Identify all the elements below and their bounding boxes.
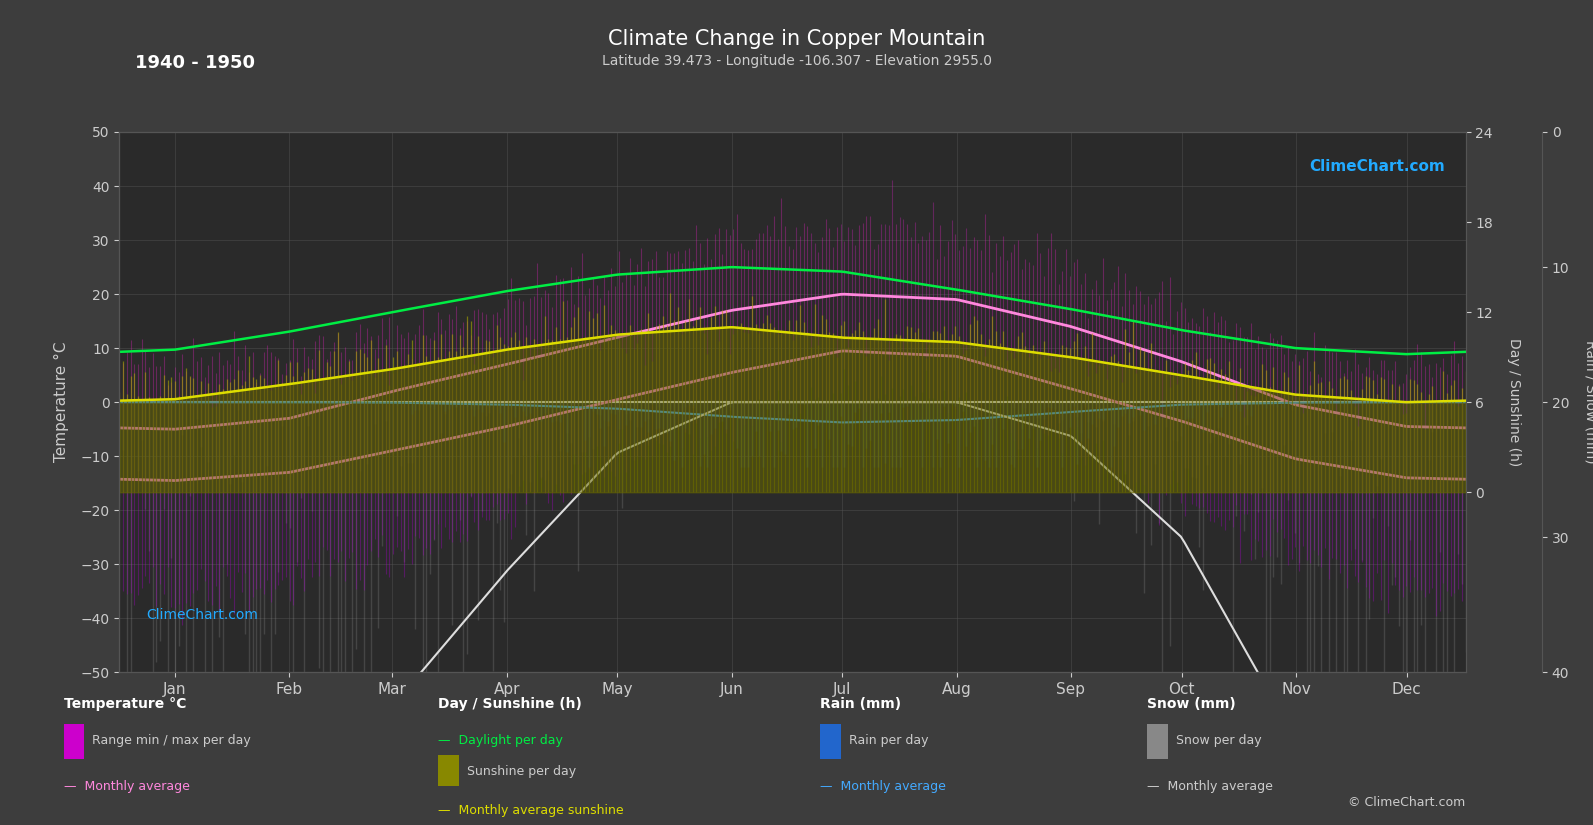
Text: Latitude 39.473 - Longitude -106.307 - Elevation 2955.0: Latitude 39.473 - Longitude -106.307 - E… [602,54,991,68]
Text: Temperature °C: Temperature °C [64,697,186,711]
Text: Snow per day: Snow per day [1176,734,1262,747]
Text: Range min / max per day: Range min / max per day [92,734,252,747]
Text: Sunshine per day: Sunshine per day [467,765,577,778]
Y-axis label: Temperature °C: Temperature °C [54,342,70,463]
Y-axis label: Rain / Snow (mm): Rain / Snow (mm) [1583,341,1593,464]
Text: —  Daylight per day: — Daylight per day [438,734,562,747]
Text: —  Monthly average: — Monthly average [820,780,946,793]
Text: ClimeChart.com: ClimeChart.com [1309,159,1445,174]
Text: Rain per day: Rain per day [849,734,929,747]
Text: ClimeChart.com: ClimeChart.com [147,607,258,621]
Text: —  Monthly average sunshine: — Monthly average sunshine [438,804,624,818]
Text: Day / Sunshine (h): Day / Sunshine (h) [438,697,581,711]
Text: Climate Change in Copper Mountain: Climate Change in Copper Mountain [609,29,984,49]
Y-axis label: Day / Sunshine (h): Day / Sunshine (h) [1507,338,1521,466]
Text: Snow (mm): Snow (mm) [1147,697,1236,711]
Text: —  Monthly average: — Monthly average [64,780,190,793]
Text: —  Monthly average: — Monthly average [1147,780,1273,793]
Text: Rain (mm): Rain (mm) [820,697,902,711]
Text: 1940 - 1950: 1940 - 1950 [135,54,255,72]
Text: © ClimeChart.com: © ClimeChart.com [1348,795,1466,808]
